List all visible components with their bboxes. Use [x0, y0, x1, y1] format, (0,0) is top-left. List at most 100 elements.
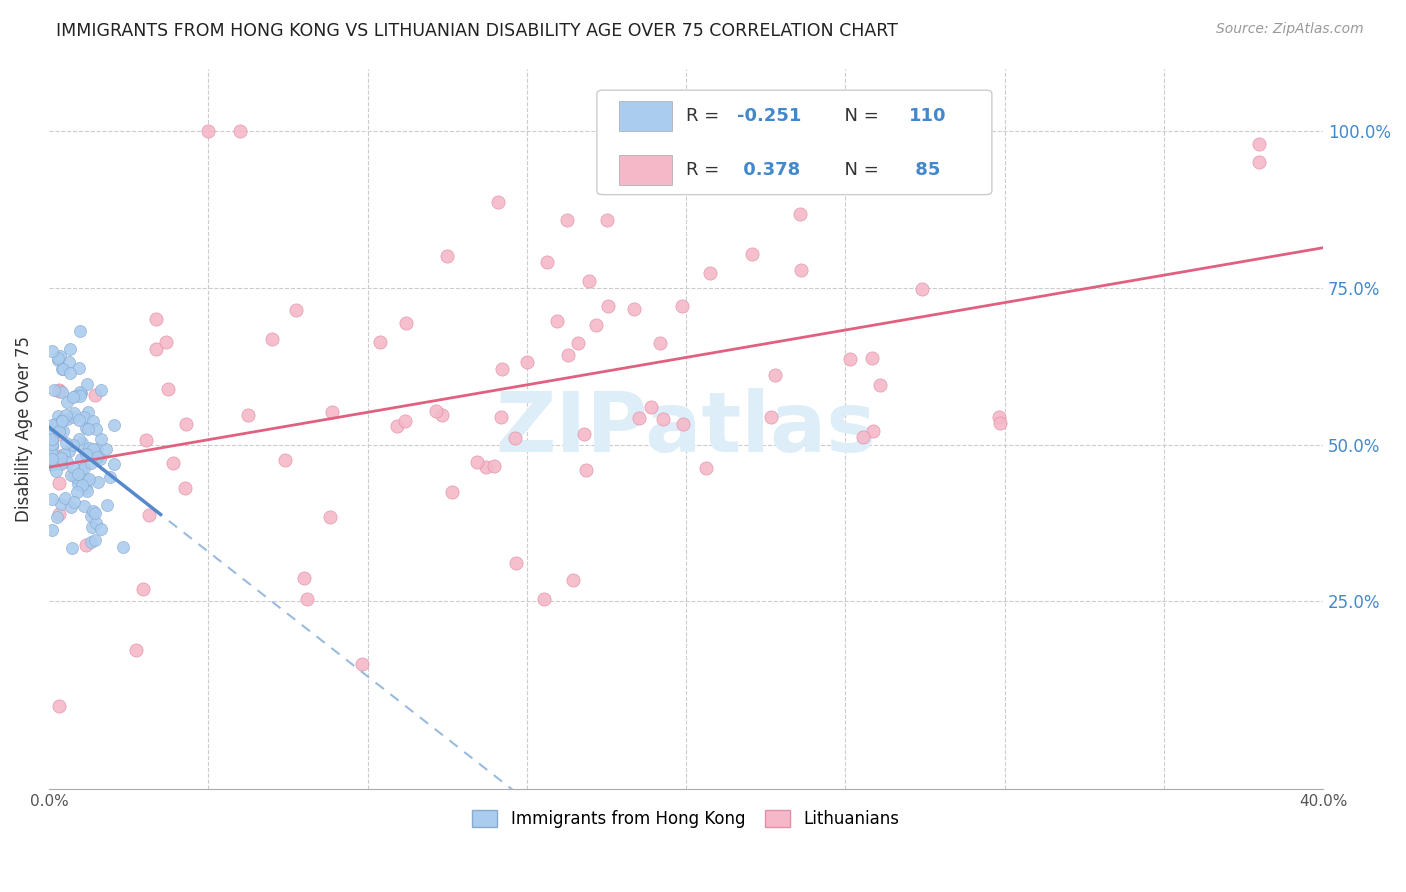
Point: [67, 477, 90, 491]
Point: [63, 469, 86, 483]
Point: [66, 471, 89, 485]
Point: [59, 342, 82, 356]
Point: [41, 417, 63, 432]
Point: [441, 485, 464, 500]
Point: [62, 459, 84, 474]
Point: [869, 377, 891, 392]
Point: [90, 522, 112, 536]
Point: [42, 452, 65, 467]
Point: [63, 409, 86, 424]
Point: [41, 447, 63, 461]
Point: [69, 386, 91, 401]
Point: [596, 299, 619, 313]
Text: R =: R =: [686, 161, 725, 179]
Point: [623, 301, 645, 316]
Point: [41, 344, 63, 359]
Point: [49, 457, 72, 471]
Point: [48, 699, 70, 714]
Point: [46, 352, 69, 367]
Point: [135, 433, 157, 447]
Point: [48, 426, 70, 441]
Point: [48, 383, 70, 397]
Bar: [619, 155, 672, 186]
Point: [862, 425, 884, 439]
Point: [63, 494, 86, 508]
Point: [51, 413, 73, 427]
Point: [80, 456, 103, 470]
Point: [98, 470, 121, 484]
Point: [155, 334, 177, 349]
Point: [82, 520, 104, 534]
Text: ZIPatlas: ZIPatlas: [495, 388, 876, 469]
Point: [572, 426, 595, 441]
Point: [132, 582, 155, 597]
Point: [699, 266, 721, 280]
Point: [48, 450, 70, 464]
Point: [162, 456, 184, 470]
Point: [103, 457, 125, 471]
Point: [80, 535, 103, 549]
Point: [41, 451, 63, 466]
Point: [197, 124, 219, 138]
Text: N =: N =: [832, 161, 884, 179]
Point: [53, 447, 76, 461]
Text: 0.378: 0.378: [737, 161, 800, 179]
Point: [671, 299, 693, 313]
Point: [425, 404, 447, 418]
Point: [56, 412, 79, 426]
Point: [125, 643, 148, 657]
Point: [65, 484, 87, 499]
Point: [491, 362, 513, 376]
Point: [73, 500, 96, 514]
Point: [77, 447, 100, 461]
Point: [45, 464, 67, 478]
Point: [111, 541, 134, 555]
Point: [1249, 136, 1271, 151]
Point: [48, 424, 70, 438]
Point: [41, 450, 63, 464]
Point: [79, 509, 101, 524]
Point: [69, 389, 91, 403]
Point: [262, 332, 284, 346]
Point: [46, 351, 69, 366]
Point: [138, 508, 160, 523]
Point: [75, 447, 97, 461]
Point: [59, 500, 82, 514]
Point: [82, 504, 104, 518]
Point: [76, 376, 98, 391]
Point: [41, 424, 63, 438]
Point: [274, 452, 297, 467]
Point: [62, 438, 84, 452]
Point: [75, 421, 97, 435]
Point: [174, 417, 197, 431]
Point: [59, 468, 82, 483]
Point: [53, 491, 76, 506]
Point: [96, 442, 118, 457]
Point: [229, 124, 252, 138]
Point: [76, 404, 98, 418]
Point: [789, 207, 811, 221]
Point: [368, 335, 391, 350]
Point: [578, 274, 600, 288]
Point: [77, 472, 100, 486]
Point: [51, 362, 73, 376]
Point: [86, 442, 108, 457]
Point: [145, 343, 167, 357]
Point: [555, 213, 578, 227]
Point: [60, 541, 83, 555]
Point: [436, 249, 458, 263]
Point: [55, 408, 77, 422]
Point: [350, 657, 373, 672]
Point: [62, 406, 84, 420]
Legend: Immigrants from Hong Kong, Lithuanians: Immigrants from Hong Kong, Lithuanians: [465, 804, 907, 835]
Point: [467, 455, 489, 469]
Point: [790, 263, 813, 277]
FancyBboxPatch shape: [598, 90, 991, 194]
Point: [75, 538, 97, 552]
Point: [575, 463, 598, 477]
Point: [51, 384, 73, 399]
Point: [988, 417, 1011, 431]
Point: [557, 348, 579, 362]
Point: [41, 458, 63, 472]
Point: [430, 408, 453, 422]
